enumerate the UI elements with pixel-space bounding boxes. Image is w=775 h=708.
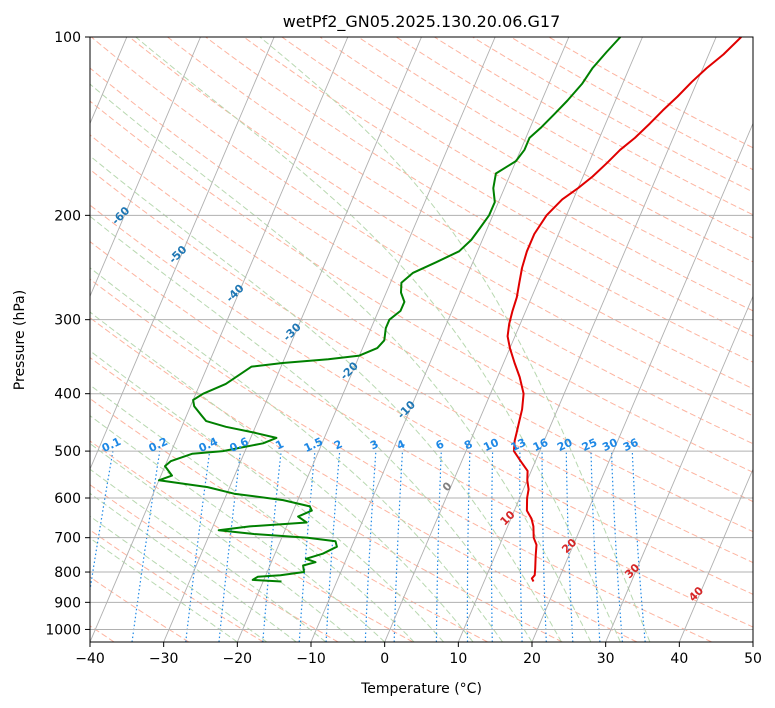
dry-adiabat bbox=[90, 484, 339, 642]
isotherm-line bbox=[531, 122, 753, 642]
y-tick-label: 400 bbox=[54, 387, 81, 403]
y-tick-label: 700 bbox=[54, 531, 81, 547]
isotherm-line bbox=[90, 37, 349, 642]
mixing-ratio-label: 36 bbox=[621, 436, 641, 454]
dry-adiabat bbox=[90, 37, 753, 445]
isotherm-lines bbox=[90, 37, 753, 642]
mixing-ratio-line bbox=[185, 451, 211, 642]
moist-adiabat bbox=[90, 468, 327, 642]
mixing-ratio-label: 10 bbox=[481, 436, 501, 454]
x-tick-label: −40 bbox=[75, 651, 105, 667]
x-tick-label: 40 bbox=[670, 651, 688, 667]
dry-adiabat bbox=[90, 67, 753, 473]
mixing-ratio-label: 30 bbox=[600, 436, 620, 454]
x-tick-label: 10 bbox=[449, 651, 467, 667]
dry-adiabat bbox=[510, 37, 753, 171]
y-axis-ticks: 1000 900 800 700 600 500 400 300 200 100 bbox=[45, 30, 90, 638]
dry-adiabat bbox=[434, 37, 753, 216]
moist-adiabat bbox=[90, 442, 356, 642]
dry-adiabat bbox=[90, 134, 753, 533]
y-axis-title: Pressure (hPa) bbox=[12, 290, 28, 390]
y-tick-label: 900 bbox=[54, 595, 81, 611]
y-tick-label: 500 bbox=[54, 444, 81, 460]
series-line-1 bbox=[157, 37, 622, 583]
moist-adiabat bbox=[90, 515, 268, 642]
x-tick-label: 50 bbox=[744, 651, 762, 667]
y-tick-label: 1000 bbox=[45, 622, 81, 638]
isotherm-line bbox=[236, 37, 496, 642]
y-tick-label: 300 bbox=[54, 313, 81, 329]
moist-adiabat bbox=[90, 215, 533, 642]
x-tick-label: −30 bbox=[149, 651, 179, 667]
moist-adiabat bbox=[90, 83, 592, 642]
x-tick-label: 20 bbox=[523, 651, 541, 667]
mixing-ratio-label: 20 bbox=[555, 436, 575, 454]
isotherm-line bbox=[310, 37, 570, 642]
x-tick-label: −20 bbox=[223, 651, 253, 667]
dry-adiabat bbox=[90, 278, 712, 642]
isotherm-line bbox=[163, 37, 422, 642]
isotherm-line bbox=[90, 37, 275, 471]
dry-adiabat bbox=[319, 37, 753, 287]
mixing-ratio-label: 13 bbox=[509, 436, 528, 454]
isotherm-line bbox=[605, 295, 753, 642]
moist-adiabat bbox=[135, 37, 621, 642]
x-tick-label: 30 bbox=[597, 651, 615, 667]
moist-adiabat bbox=[90, 537, 238, 642]
pressure-gridlines bbox=[90, 37, 753, 630]
dry-adiabat bbox=[167, 37, 753, 390]
dry-adiabat bbox=[90, 440, 414, 642]
plot-frame bbox=[89, 36, 754, 643]
isotherm-line bbox=[678, 467, 753, 642]
moist-adiabat bbox=[90, 311, 474, 642]
moist-adiabat bbox=[259, 37, 651, 642]
x-tick-label: −10 bbox=[296, 651, 326, 667]
dry-adiabat bbox=[548, 37, 753, 149]
moist-adiabats bbox=[90, 37, 651, 642]
x-tick-label: 0 bbox=[380, 651, 389, 667]
dry-adiabat bbox=[90, 317, 638, 642]
mixing-ratio-label: 25 bbox=[580, 436, 599, 454]
moist-adiabat bbox=[90, 350, 444, 642]
y-tick-label: 200 bbox=[54, 208, 81, 224]
moist-adiabat bbox=[90, 415, 386, 642]
dry-adiabat bbox=[281, 37, 753, 312]
series-line-0 bbox=[506, 37, 742, 582]
mixing-ratio-label: 16 bbox=[531, 436, 551, 454]
y-tick-label: 800 bbox=[54, 565, 81, 581]
moist-adiabat bbox=[90, 155, 562, 642]
mixing-ratio-line bbox=[298, 451, 316, 642]
isotherm-line bbox=[457, 37, 717, 642]
mixing-ratio-line bbox=[262, 451, 282, 642]
mixing-ratio-line bbox=[631, 451, 646, 642]
dry-adiabat bbox=[90, 241, 753, 628]
x-axis-ticks: −40 −30 −20 −10 0 10 20 30 40 50 bbox=[75, 642, 762, 667]
dry-adiabat bbox=[90, 168, 753, 564]
dry-adiabat bbox=[205, 37, 753, 363]
x-axis-title: Temperature (°C) bbox=[360, 681, 482, 697]
y-tick-label: 100 bbox=[54, 30, 81, 46]
isotherm-line bbox=[384, 37, 643, 642]
y-tick-label: 600 bbox=[54, 491, 81, 507]
isotherm-line bbox=[90, 37, 201, 298]
mixing-ratio-line bbox=[90, 450, 114, 594]
dry-adiabat bbox=[396, 37, 753, 239]
dry-adiabat bbox=[129, 37, 753, 417]
series-layer bbox=[157, 37, 742, 583]
chart-title: wetPf2_GN05.2025.130.20.06.G17 bbox=[283, 12, 561, 32]
